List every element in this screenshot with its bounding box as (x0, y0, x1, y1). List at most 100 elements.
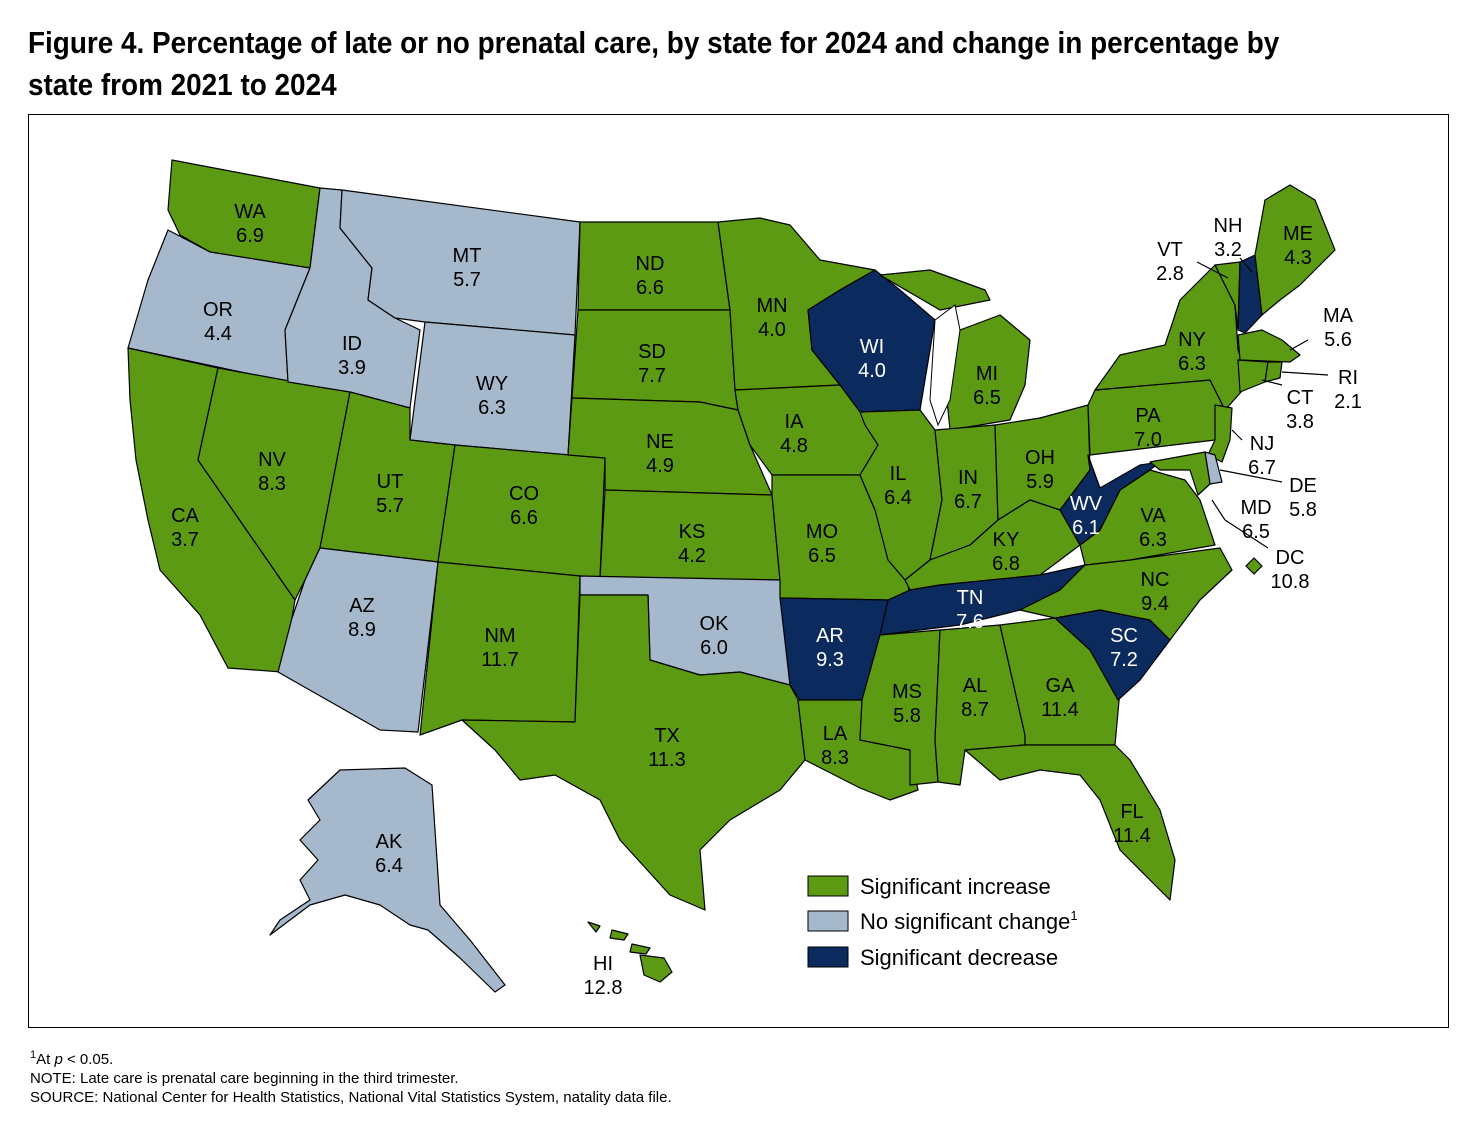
state-value-WA: 6.9 (236, 225, 264, 247)
state-MA (1237, 329, 1301, 363)
state-abbr-NE: NE (646, 431, 674, 453)
state-value-IL: 6.4 (884, 487, 912, 509)
leader-DE (1219, 469, 1283, 483)
leader-MA (1289, 339, 1309, 351)
state-labels: WA6.9OR4.4CA3.7NV8.3ID3.9MT5.7WY6.3UT5.7… (171, 201, 1362, 999)
lake-michigan (929, 304, 961, 427)
state-abbr-MI: MI (976, 363, 998, 385)
state-value-HI: 12.8 (584, 977, 623, 999)
state-value-NY: 6.3 (1178, 353, 1206, 375)
state-abbr-KY: KY (993, 529, 1020, 551)
state-value-AK: 6.4 (375, 855, 403, 877)
state-value-MN: 4.0 (758, 319, 786, 341)
state-abbr-NJ: NJ (1250, 433, 1274, 455)
state-abbr-MT: MT (453, 245, 482, 267)
state-value-LA: 8.3 (821, 747, 849, 769)
state-value-GA: 11.4 (1041, 699, 1078, 721)
state-abbr-NY: NY (1178, 329, 1206, 351)
legend-swatch-increase (807, 875, 849, 897)
state-abbr-AL: AL (963, 675, 987, 697)
leader-lines (1196, 257, 1329, 549)
state-abbr-VA: VA (1140, 505, 1166, 527)
map-frame (28, 114, 1449, 1028)
state-value-NV: 8.3 (258, 473, 286, 495)
state-abbr-NC: NC (1141, 569, 1170, 591)
state-value-CO: 6.6 (510, 507, 538, 529)
state-ME (1254, 184, 1336, 316)
state-value-NE: 4.9 (646, 455, 674, 477)
state-abbr-LA: LA (823, 723, 848, 745)
state-value-SC: 7.2 (1110, 649, 1138, 671)
state-abbr-MA: MA (1323, 305, 1354, 327)
state-value-MO: 6.5 (808, 545, 836, 567)
leader-MD (1211, 499, 1226, 521)
state-value-KS: 4.2 (678, 545, 706, 567)
state-abbr-NV: NV (258, 449, 286, 471)
state-abbr-AR: AR (816, 625, 844, 647)
state-value-MS: 5.8 (893, 705, 921, 727)
state-value-VT: 2.8 (1156, 263, 1184, 285)
state-TX (461, 594, 806, 911)
state-value-AZ: 8.9 (348, 619, 376, 641)
state-abbr-SC: SC (1110, 625, 1138, 647)
state-abbr-TN: TN (957, 587, 984, 609)
state-abbr-OR: OR (203, 299, 233, 321)
state-abbr-ND: ND (636, 253, 665, 275)
state-value-WY: 6.3 (478, 397, 506, 419)
state-abbr-CO: CO (509, 483, 539, 505)
state-value-ID: 3.9 (338, 357, 366, 379)
footnote-source: SOURCE: National Center for Health Stati… (30, 1089, 672, 1106)
state-RI (1264, 361, 1283, 383)
state-value-KY: 6.8 (992, 553, 1020, 575)
state-value-NM: 11.7 (481, 649, 518, 671)
state-abbr-VT: VT (1157, 239, 1183, 261)
state-abbr-IA: IA (785, 411, 805, 433)
state-abbr-ID: ID (342, 333, 362, 355)
legend-label-increase: Significant increase (860, 874, 1051, 899)
legend: Significant increase No significant chan… (807, 874, 1078, 970)
legend-label-decrease: Significant decrease (860, 945, 1058, 970)
legend-swatch-no-change (807, 910, 849, 932)
state-abbr-CT: CT (1287, 387, 1314, 409)
state-value-NJ: 6.7 (1248, 457, 1276, 479)
state-abbr-IL: IL (890, 463, 907, 485)
leader-DC (1224, 519, 1269, 549)
state-value-NH: 3.2 (1214, 239, 1242, 261)
state-value-IA: 4.8 (780, 435, 808, 457)
footnotes: 1At p < 0.05. NOTE: Late care is prenata… (30, 1046, 672, 1107)
state-value-OK: 6.0 (700, 637, 728, 659)
state-value-TX: 11.3 (648, 749, 685, 771)
leader-CT (1261, 379, 1283, 386)
state-value-MT: 5.7 (453, 269, 481, 291)
state-value-WI: 4.0 (858, 360, 886, 382)
state-abbr-MO: MO (806, 521, 838, 543)
title-line-2: state from 2021 to 2024 (28, 67, 337, 102)
state-value-MI: 6.5 (973, 387, 1001, 409)
state-abbr-RI: RI (1338, 367, 1358, 389)
state-value-WV: 6.1 (1072, 517, 1100, 539)
state-abbr-TX: TX (654, 725, 680, 747)
leader-RI (1281, 371, 1329, 376)
state-value-DC: 10.8 (1271, 571, 1310, 593)
state-abbr-FL: FL (1120, 801, 1143, 823)
state-value-OR: 4.4 (204, 323, 232, 345)
leader-VT (1196, 261, 1229, 279)
leader-NJ (1231, 429, 1243, 441)
state-abbr-DC: DC (1276, 547, 1305, 569)
state-value-AL: 8.7 (961, 699, 989, 721)
state-value-FL: 11.4 (1113, 825, 1150, 847)
state-value-ME: 4.3 (1284, 247, 1312, 269)
state-MD (1149, 451, 1211, 496)
state-value-MA: 5.6 (1324, 329, 1352, 351)
state-abbr-GA: GA (1046, 675, 1076, 697)
state-value-VA: 6.3 (1139, 529, 1167, 551)
figure-title: Figure 4. Percentage of late or no prena… (28, 22, 1288, 106)
state-abbr-AZ: AZ (349, 595, 375, 617)
state-abbr-HI: HI (593, 953, 613, 975)
state-IL (859, 409, 943, 581)
state-value-TN: 7.6 (956, 611, 984, 633)
state-abbr-OK: OK (700, 613, 730, 635)
state-abbr-CA: CA (171, 505, 199, 527)
state-abbr-OH: OH (1025, 447, 1055, 469)
